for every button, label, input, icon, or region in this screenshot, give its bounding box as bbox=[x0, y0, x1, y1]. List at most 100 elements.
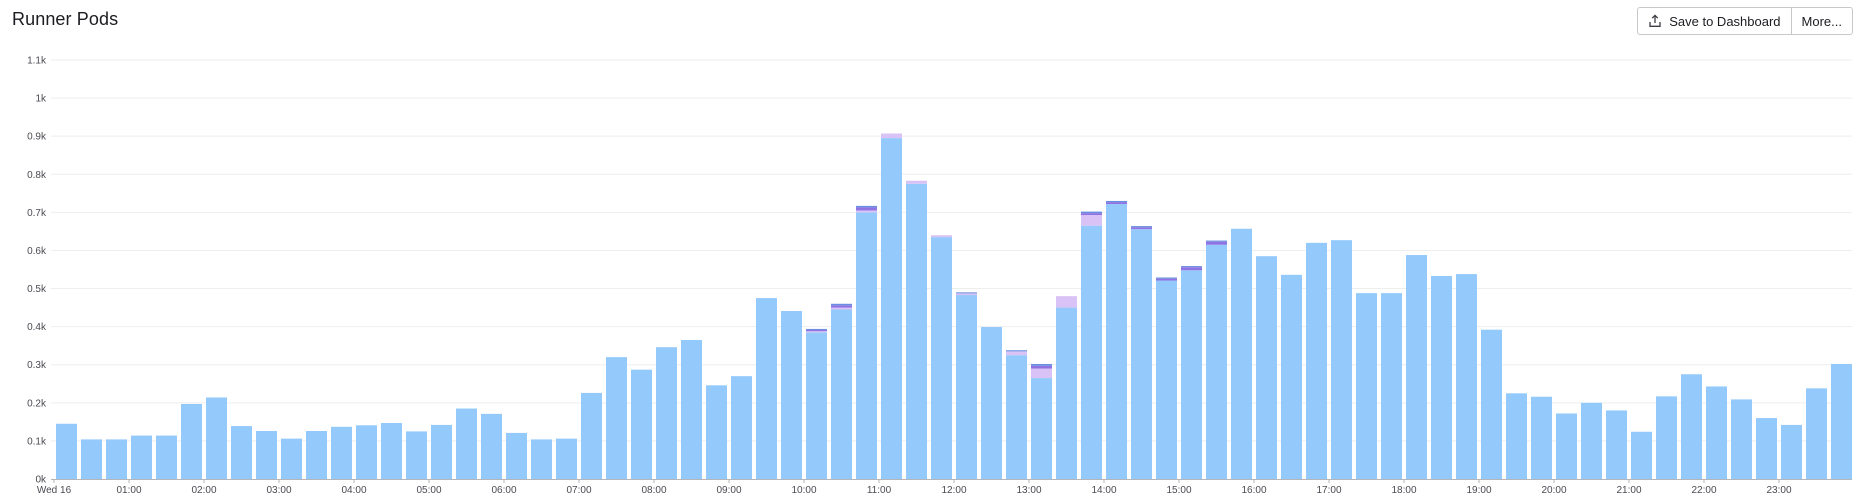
bar-segment[interactable] bbox=[131, 435, 152, 479]
bar-segment[interactable] bbox=[156, 435, 177, 479]
bar-segment[interactable] bbox=[906, 183, 927, 479]
bar-segment[interactable] bbox=[831, 305, 852, 308]
bar-segment[interactable] bbox=[231, 426, 252, 479]
bar-segment[interactable] bbox=[856, 212, 877, 479]
bar-segment[interactable] bbox=[1306, 242, 1327, 479]
bar-segment[interactable] bbox=[1181, 270, 1202, 479]
bar-segment[interactable] bbox=[56, 423, 77, 479]
bar-segment[interactable] bbox=[1256, 256, 1277, 479]
bar-segment[interactable] bbox=[1206, 240, 1227, 242]
bar-segment[interactable] bbox=[831, 309, 852, 479]
bar-segment[interactable] bbox=[1406, 255, 1427, 479]
bar-segment[interactable] bbox=[531, 439, 552, 479]
bar-segment[interactable] bbox=[1806, 388, 1827, 479]
bar-segment[interactable] bbox=[1206, 241, 1227, 245]
bar-segment[interactable] bbox=[1031, 378, 1052, 479]
bar-segment[interactable] bbox=[1381, 293, 1402, 479]
bar-segment[interactable] bbox=[1506, 393, 1527, 479]
bar-segment[interactable] bbox=[456, 408, 477, 479]
bar-segment[interactable] bbox=[881, 138, 902, 479]
bar-segment[interactable] bbox=[1156, 280, 1177, 479]
bar-segment[interactable] bbox=[1106, 203, 1127, 479]
bar-segment[interactable] bbox=[856, 207, 877, 211]
bar-segment[interactable] bbox=[831, 307, 852, 310]
bar-segment[interactable] bbox=[906, 180, 927, 184]
bar-segment[interactable] bbox=[1331, 240, 1352, 479]
bar-segment[interactable] bbox=[1231, 228, 1252, 479]
bar-segment[interactable] bbox=[381, 423, 402, 479]
bar-segment[interactable] bbox=[1556, 413, 1577, 479]
bar-segment[interactable] bbox=[956, 295, 977, 479]
bar-segment[interactable] bbox=[1431, 275, 1452, 479]
bar-segment[interactable] bbox=[1781, 424, 1802, 479]
bar-segment[interactable] bbox=[206, 397, 227, 479]
bar-segment[interactable] bbox=[1756, 418, 1777, 479]
bar-segment[interactable] bbox=[1356, 293, 1377, 479]
save-to-dashboard-button[interactable]: Save to Dashboard bbox=[1638, 8, 1790, 34]
bar-segment[interactable] bbox=[1281, 274, 1302, 479]
bar-segment[interactable] bbox=[1106, 200, 1127, 203]
bar-segment[interactable] bbox=[1031, 368, 1052, 379]
bar-segment[interactable] bbox=[1081, 213, 1102, 216]
bar-segment[interactable] bbox=[1706, 386, 1727, 479]
bar-segment[interactable] bbox=[1631, 431, 1652, 479]
bar-segment[interactable] bbox=[1156, 277, 1177, 279]
bar-segment[interactable] bbox=[406, 431, 427, 479]
bar-segment[interactable] bbox=[706, 385, 727, 479]
bar-segment[interactable] bbox=[431, 424, 452, 479]
bar-segment[interactable] bbox=[1131, 226, 1152, 228]
bar-segment[interactable] bbox=[1131, 227, 1152, 230]
bar-segment[interactable] bbox=[881, 133, 902, 139]
bar-segment[interactable] bbox=[1031, 365, 1052, 369]
bar-segment[interactable] bbox=[981, 327, 1002, 479]
bar-segment[interactable] bbox=[806, 332, 827, 479]
bar-segment[interactable] bbox=[1081, 211, 1102, 214]
bar-segment[interactable] bbox=[281, 438, 302, 479]
bar-segment[interactable] bbox=[956, 292, 977, 294]
bar-segment[interactable] bbox=[956, 293, 977, 296]
bar-segment[interactable] bbox=[656, 347, 677, 479]
bar-segment[interactable] bbox=[1681, 374, 1702, 479]
bar-segment[interactable] bbox=[81, 439, 102, 479]
bar-segment[interactable] bbox=[856, 210, 877, 213]
bar-segment[interactable] bbox=[556, 438, 577, 479]
bar-segment[interactable] bbox=[581, 392, 602, 479]
bar-segment[interactable] bbox=[1081, 215, 1102, 226]
bar-segment[interactable] bbox=[931, 235, 952, 238]
bar-segment[interactable] bbox=[181, 403, 202, 479]
bar-segment[interactable] bbox=[806, 329, 827, 332]
bar-segment[interactable] bbox=[356, 425, 377, 479]
bar-segment[interactable] bbox=[1731, 399, 1752, 479]
bar-segment[interactable] bbox=[331, 426, 352, 479]
bar-segment[interactable] bbox=[1206, 244, 1227, 479]
bar-segment[interactable] bbox=[1081, 225, 1102, 479]
bar-segment[interactable] bbox=[1056, 307, 1077, 479]
bar-segment[interactable] bbox=[506, 432, 527, 479]
bar-segment[interactable] bbox=[756, 298, 777, 479]
bar-segment[interactable] bbox=[831, 303, 852, 306]
bar-segment[interactable] bbox=[931, 237, 952, 479]
bar-segment[interactable] bbox=[106, 439, 127, 479]
bar-segment[interactable] bbox=[1156, 278, 1177, 281]
bar-segment[interactable] bbox=[1481, 329, 1502, 479]
bar-segment[interactable] bbox=[1181, 266, 1202, 268]
bar-segment[interactable] bbox=[1606, 410, 1627, 479]
bar-segment[interactable] bbox=[1006, 351, 1027, 356]
bar-segment[interactable] bbox=[1056, 296, 1077, 308]
bar-segment[interactable] bbox=[781, 311, 802, 479]
bar-segment[interactable] bbox=[1181, 267, 1202, 271]
bar-segment[interactable] bbox=[306, 431, 327, 479]
more-button[interactable]: More... bbox=[1790, 8, 1852, 34]
bar-segment[interactable] bbox=[1831, 363, 1852, 479]
bar-segment[interactable] bbox=[806, 328, 827, 330]
bar-segment[interactable] bbox=[256, 431, 277, 479]
bar-segment[interactable] bbox=[1031, 363, 1052, 366]
bar-segment[interactable] bbox=[1006, 355, 1027, 479]
bar-segment[interactable] bbox=[681, 339, 702, 479]
bar-segment[interactable] bbox=[731, 376, 752, 479]
bar-segment[interactable] bbox=[481, 413, 502, 479]
bar-segment[interactable] bbox=[1581, 402, 1602, 479]
bar-segment[interactable] bbox=[806, 331, 827, 333]
bar-segment[interactable] bbox=[1456, 274, 1477, 479]
bar-segment[interactable] bbox=[1131, 229, 1152, 479]
